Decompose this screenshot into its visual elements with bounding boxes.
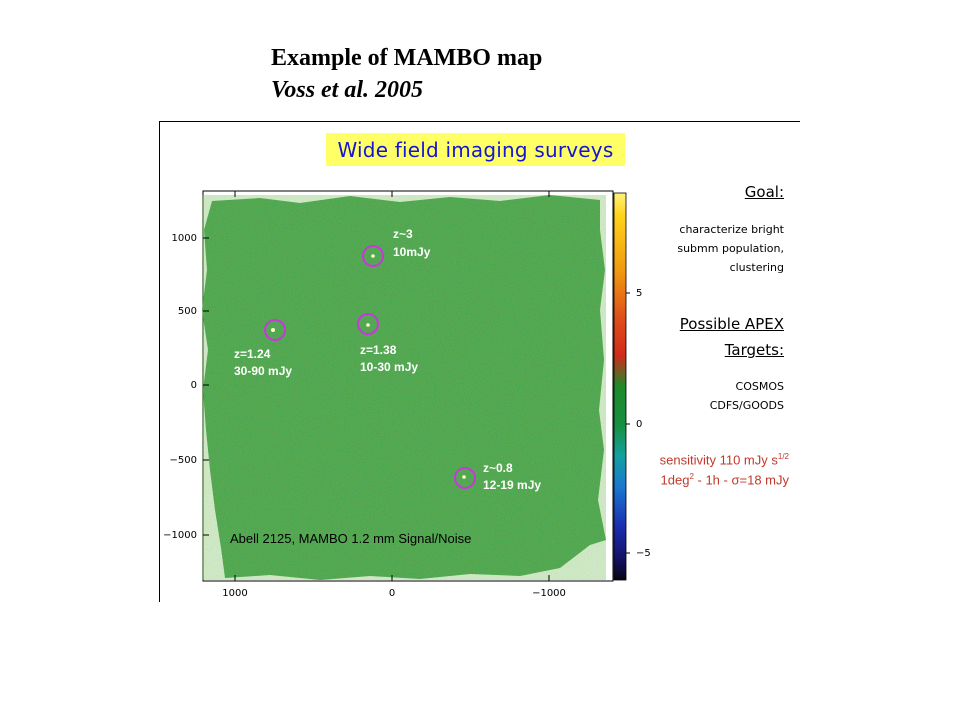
targets-heading-line2: Targets: [724,341,784,359]
slide-title: Example of MAMBO map [271,45,543,71]
goal-text: characterize bright submm population, cl… [677,220,784,277]
colorbar-tick-label: 0 [636,419,642,430]
source-z-label: z=1.24 [234,347,271,361]
sensitivity-exponent: 1/2 [777,452,789,461]
goal-line: clustering [729,261,784,274]
source-dot [271,328,275,332]
area-note: 1deg2 - 1h - σ=18 mJy [661,472,789,487]
source-dot [462,475,466,479]
area-suffix: =18 mJy [739,472,790,488]
x-tick-label: −1000 [532,588,566,599]
y-tick-label: −1000 [163,530,197,541]
source-dot [371,254,375,258]
slide-subtitle: Voss et al. 2005 [271,77,424,103]
source-circle [361,244,385,268]
source-flux-label: 10mJy [393,245,431,259]
figure-frame-top [159,121,800,122]
y-tick-label: 0 [191,380,197,391]
survey-banner: Wide field imaging surveys [326,133,625,166]
source-circle [453,466,477,490]
goal-heading: Goal: [744,183,784,201]
colorbar [613,192,627,581]
map-axes-box [202,190,614,582]
goal-line: characterize bright [679,223,784,236]
source-circle [356,312,380,336]
map-caption: Abell 2125, MAMBO 1.2 mm Signal/Noise [230,531,471,546]
area-prefix: 1deg [660,472,690,488]
y-tick-label: 1000 [172,233,197,244]
source-dot [366,323,370,327]
target-item: CDFS/GOODS [709,399,784,412]
sensitivity-value: 110 mJy s [719,452,778,468]
area-exponent: 2 [689,472,694,481]
source-circle [263,318,287,342]
targets-list: COSMOS CDFS/GOODS [710,377,784,415]
goal-line: submm population, [677,242,784,255]
x-tick-label: 0 [389,588,395,599]
sensitivity-note: sensitivity 110 mJy s1/2 [660,452,789,467]
colorbar-tick-label: 5 [636,288,642,299]
sensitivity-prefix: sensitivity [659,452,720,468]
map-noise-texture [202,195,606,580]
figure-frame-left [159,121,160,602]
source-flux-label: 12-19 mJy [483,478,541,492]
y-tick-label: 500 [178,306,197,317]
sigma-symbol: σ [731,472,740,488]
target-item: COSMOS [735,380,784,393]
source-z-label: z~0.8 [483,461,513,475]
source-z-label: z=1.38 [360,343,397,357]
y-tick-label: −500 [170,455,197,466]
targets-heading-line1: Possible APEX [679,315,784,333]
source-flux-label: 10-30 mJy [360,360,418,374]
source-z-label: z~3 [393,227,413,241]
source-flux-label: 30-90 mJy [234,364,292,378]
x-tick-label: 1000 [222,588,247,599]
colorbar-tick-label: −5 [636,548,651,559]
area-middle: - 1h - [693,472,732,488]
